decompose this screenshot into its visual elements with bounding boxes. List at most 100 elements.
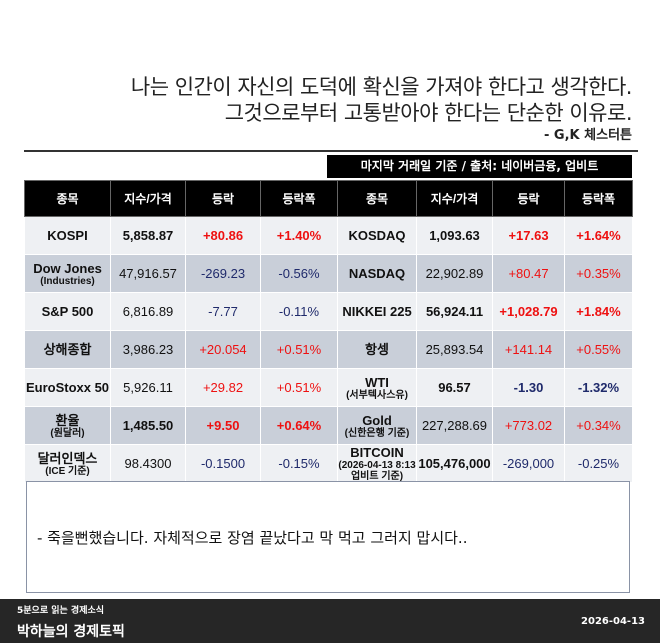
footer-date: 2026-04-13 (581, 616, 645, 627)
cell-change: -1.30 (492, 368, 565, 407)
cell-text: +20.054 (199, 342, 247, 357)
cell-text: NIKKEI 225 (342, 304, 412, 319)
cell-text: +80.86 (202, 228, 244, 243)
cell-change: -7.77 (185, 292, 261, 331)
cell-text: WTI (365, 374, 389, 390)
cell-text: -1.30 (513, 380, 544, 395)
cell-name: KOSPI (24, 216, 111, 255)
cell-change-pct: +0.51% (260, 368, 338, 407)
cell-change: +29.82 (185, 368, 261, 407)
quote-author: - G,K 체스터튼 (544, 128, 632, 143)
cell-text: 달러인덱스 (37, 450, 98, 466)
cell-change-pct: +0.35% (564, 254, 633, 293)
cell-subtext: (ICE 기준) (45, 465, 90, 477)
cell-text: BITCOIN (350, 445, 404, 460)
table-row: EuroStoxx 50 5,926.11 +29.82 +0.51% WTI (서부텍사… (24, 368, 633, 407)
footer-subtitle: 5분으로 읽는 경제소식 (17, 606, 105, 616)
table-row: Dow Jones (Industries) 47,916.57 -269.23 -0.… (24, 254, 633, 293)
cell-change-pct: -0.56% (260, 254, 338, 293)
cell-value: 98.4300 (110, 444, 186, 483)
cell-text: +17.63 (508, 228, 549, 243)
cell-text: 22,902.89 (425, 266, 484, 281)
cell-change: -269.23 (185, 254, 261, 293)
cell-text: -0.25% (577, 456, 620, 471)
cell-change: +17.63 (492, 216, 565, 255)
cell-subtext: (서부텍사스유) (346, 389, 408, 401)
cell-text: S&P 500 (41, 304, 94, 319)
cell-change-pct: +0.55% (564, 330, 633, 369)
column-header: 등락 (492, 180, 565, 217)
cell-text: 47,916.57 (119, 266, 177, 281)
cell-change-pct: -0.15% (260, 444, 338, 483)
note-text: - 죽을뻔했습니다. 자체적으로 장염 끝났다고 막 먹고 그러지 맙시다.. (37, 529, 468, 547)
cell-subtext: (2026-04-13 8:13 업비트 기준) (338, 460, 416, 482)
cell-change-pct: -1.32% (564, 368, 633, 407)
table-row: 환율 (원달러) 1,485.50 +9.50 +0.64% Gold (신한은행 기준) 2… (24, 406, 633, 445)
cell-change: +80.86 (185, 216, 261, 255)
footer: 5분으로 읽는 경제소식 박하늘의 경제토픽 2026-04-13 (0, 599, 660, 643)
cell-text: +0.34% (576, 418, 621, 433)
cell-text: +1.84% (576, 304, 621, 319)
cell-value: 56,924.11 (416, 292, 493, 331)
cell-text: +0.51% (276, 342, 322, 357)
cell-name: 달러인덱스 (ICE 기준) (24, 444, 111, 483)
cell-text: +0.35% (576, 266, 621, 281)
cell-text: -0.11% (278, 304, 320, 319)
cell-text: +1.40% (276, 228, 322, 243)
cell-text: Dow Jones (33, 260, 102, 276)
cell-change: -269,000 (492, 444, 565, 483)
divider (24, 150, 638, 152)
cell-name: NIKKEI 225 (337, 292, 417, 331)
cell-text: 6,816.89 (122, 304, 174, 319)
cell-text: KOSDAQ (348, 228, 406, 243)
quote: 나는 인간이 자신의 도덕에 확신을 가져야 한다고 생각한다. 그것으로부터 … (130, 74, 633, 145)
cell-text: 3,986.23 (122, 342, 174, 357)
cell-text: -1.32% (577, 380, 620, 395)
cell-text: +773.02 (504, 418, 553, 433)
cell-text: -0.1500 (200, 456, 246, 471)
column-header: 지수/가격 (416, 180, 493, 217)
cell-text: +1.64% (576, 228, 621, 243)
cell-change-pct: +1.40% (260, 216, 338, 255)
footer-title: 박하늘의 경제토픽 (17, 624, 125, 640)
cell-text: +141.14 (504, 342, 553, 357)
cell-value: 1,485.50 (110, 406, 186, 445)
cell-text: EuroStoxx 50 (25, 380, 110, 395)
cell-value: 1,093.63 (416, 216, 493, 255)
cell-text: 227,288.69 (421, 418, 488, 433)
cell-text: 5,858.87 (122, 228, 174, 243)
quote-line-1: 나는 인간이 자신의 도덕에 확신을 가져야 한다고 생각한다. (130, 75, 633, 99)
cell-text: NASDAQ (348, 266, 406, 281)
cell-text: +80.47 (508, 266, 549, 281)
cell-name: 환율 (원달러) (24, 406, 111, 445)
cell-change-pct: +0.51% (260, 330, 338, 369)
cell-change: +773.02 (492, 406, 565, 445)
cell-text: +1,028.79 (499, 304, 558, 319)
cell-name: Gold (신한은행 기준) (337, 406, 417, 445)
cell-change: -0.1500 (185, 444, 261, 483)
cell-value: 105,476,000 (416, 444, 493, 483)
cell-text: 1,485.50 (122, 418, 174, 433)
cell-change: +80.47 (492, 254, 565, 293)
cell-text: +0.64% (276, 418, 322, 433)
cell-text: 항셍 (365, 342, 389, 357)
cell-name: NASDAQ (337, 254, 417, 293)
source-label: 마지막 거래일 기준 / 출처: 네이버금융, 업비트 (327, 155, 632, 178)
cell-value: 3,986.23 (110, 330, 186, 369)
cell-change: +141.14 (492, 330, 565, 369)
column-header: 종목 (24, 180, 111, 217)
cell-value: 5,858.87 (110, 216, 186, 255)
cell-subtext: (신한은행 기준) (344, 427, 410, 439)
cell-change-pct: -0.25% (564, 444, 633, 483)
cell-change: +9.50 (185, 406, 261, 445)
cell-name: KOSDAQ (337, 216, 417, 255)
cell-text: -0.15% (278, 456, 320, 471)
note-box: - 죽을뻔했습니다. 자체적으로 장염 끝났다고 막 먹고 그러지 맙시다.. (26, 481, 630, 593)
cell-text: KOSPI (47, 228, 88, 243)
cell-text: 56,924.11 (425, 304, 484, 319)
table-row: 달러인덱스 (ICE 기준) 98.4300 -0.1500 -0.15% BITCOIN… (24, 444, 633, 483)
cell-text: -7.77 (208, 304, 238, 319)
cell-text: +0.55% (576, 342, 621, 357)
cell-change-pct: +1.84% (564, 292, 633, 331)
cell-text: 상해종합 (43, 342, 92, 357)
